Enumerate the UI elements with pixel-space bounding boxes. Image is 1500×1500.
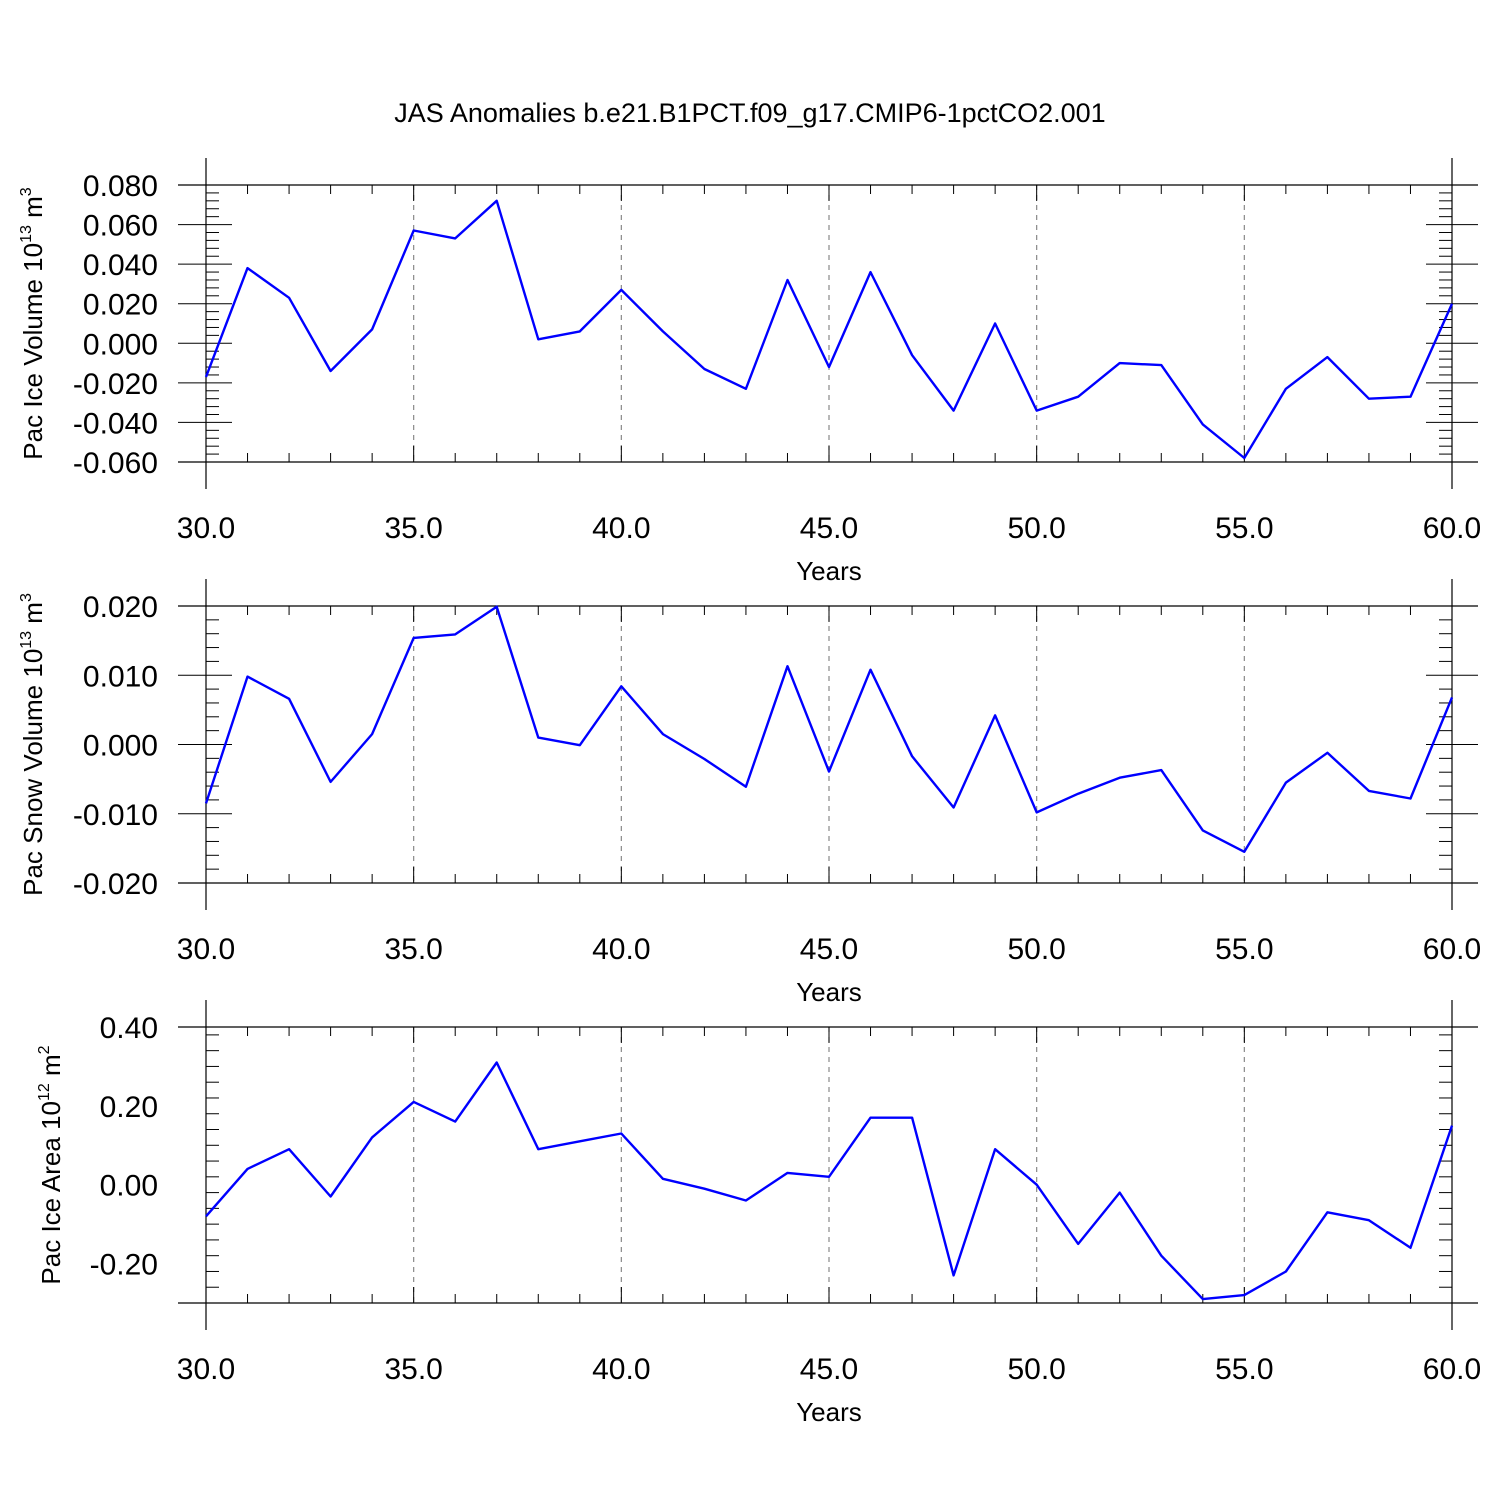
panel-3: 0.40 0.20 0.00 -0.20 30.0 35.0 40.0 45.0 50.0 55.… bbox=[36, 1000, 1481, 1427]
y-tick-label: -0.20 bbox=[90, 1249, 158, 1282]
x-axis-label: Years bbox=[796, 1397, 862, 1427]
figure-title: JAS Anomalies b.e21.B1PCT.f09_g17.CMIP6-… bbox=[394, 98, 1105, 128]
y-tick-label: -0.040 bbox=[73, 407, 158, 440]
y-axis-label-text: m bbox=[18, 196, 48, 225]
y-axis-label-superscript: 12 bbox=[36, 1083, 53, 1101]
y-axis-label: Pac Ice Volume 1013 m3 bbox=[18, 187, 48, 460]
y-tick-label: -0.020 bbox=[73, 868, 158, 901]
x-tick-label: 35.0 bbox=[384, 512, 442, 545]
x-tick-label: 55.0 bbox=[1215, 1353, 1273, 1386]
y-axis-label-text: m bbox=[36, 1054, 66, 1083]
y-axis-label-superscript: 3 bbox=[18, 593, 35, 602]
x-tick-label: 30.0 bbox=[177, 1353, 235, 1386]
x-axis-label: Years bbox=[796, 556, 862, 586]
x-tick-label: 50.0 bbox=[1007, 1353, 1065, 1386]
y-axis-label-superscript: 13 bbox=[18, 225, 35, 243]
x-tick-label: 45.0 bbox=[800, 1353, 858, 1386]
x-tick-label: 50.0 bbox=[1007, 512, 1065, 545]
y-tick-label: 0.40 bbox=[100, 1012, 158, 1045]
panel-2: 0.020 0.010 0.000 -0.010 -0.020 30.0 35.0 40.0 4… bbox=[18, 579, 1481, 1007]
y-tick-label: 0.00 bbox=[100, 1170, 158, 1203]
y-axis-label: Pac Ice Area 1012 m2 bbox=[36, 1045, 66, 1284]
x-tick-label: 40.0 bbox=[592, 1353, 650, 1386]
x-tick-label: 55.0 bbox=[1215, 512, 1273, 545]
x-tick-label: 35.0 bbox=[384, 1353, 442, 1386]
y-axis-label-text: m bbox=[18, 602, 48, 631]
y-tick-label: -0.060 bbox=[73, 447, 158, 480]
y-tick-label: -0.020 bbox=[73, 368, 158, 401]
x-axis-label: Years bbox=[796, 977, 862, 1007]
series-line bbox=[204, 605, 1454, 853]
y-tick-label: 0.040 bbox=[83, 249, 158, 282]
y-axis-label: Pac Snow Volume 1013 m3 bbox=[18, 593, 48, 896]
y-tick-label: 0.020 bbox=[83, 289, 158, 322]
x-tick-label: 60.0 bbox=[1423, 512, 1481, 545]
series-line bbox=[204, 199, 1454, 460]
x-tick-label: 40.0 bbox=[592, 512, 650, 545]
y-axis-label-superscript: 2 bbox=[36, 1045, 53, 1054]
y-axis-label-text: Pac Ice Volume 10 bbox=[18, 243, 48, 460]
y-axis-label-text: Pac Snow Volume 10 bbox=[18, 649, 48, 896]
panel-1: 0.080 0.060 0.040 0.020 0.000 -0.020 -0.040 -0.… bbox=[18, 158, 1481, 586]
x-tick-label: 35.0 bbox=[384, 933, 442, 966]
panels: 0.080 0.060 0.040 0.020 0.000 -0.020 -0.040 -0.… bbox=[18, 158, 1481, 1427]
y-axis-label-text: Pac Ice Area 10 bbox=[36, 1101, 66, 1285]
x-tick-label: 60.0 bbox=[1423, 1353, 1481, 1386]
x-tick-label: 60.0 bbox=[1423, 933, 1481, 966]
x-tick-label: 45.0 bbox=[800, 512, 858, 545]
x-tick-label: 50.0 bbox=[1007, 933, 1065, 966]
x-tick-label: 55.0 bbox=[1215, 933, 1273, 966]
y-tick-label: 0.000 bbox=[83, 730, 158, 763]
x-tick-label: 40.0 bbox=[592, 933, 650, 966]
y-axis-label-superscript: 3 bbox=[18, 187, 35, 196]
y-tick-label: -0.010 bbox=[73, 799, 158, 832]
x-tick-label: 45.0 bbox=[800, 933, 858, 966]
x-tick-label: 30.0 bbox=[177, 512, 235, 545]
y-tick-label: 0.080 bbox=[83, 170, 158, 203]
y-tick-label: 0.010 bbox=[83, 660, 158, 693]
x-tick-label: 30.0 bbox=[177, 933, 235, 966]
series-line bbox=[205, 1061, 1454, 1301]
y-tick-label: 0.000 bbox=[83, 328, 158, 361]
y-tick-label: 0.060 bbox=[83, 210, 158, 243]
y-tick-label: 0.020 bbox=[83, 591, 158, 624]
y-axis-label-superscript: 13 bbox=[18, 631, 35, 649]
y-tick-label: 0.20 bbox=[100, 1091, 158, 1124]
